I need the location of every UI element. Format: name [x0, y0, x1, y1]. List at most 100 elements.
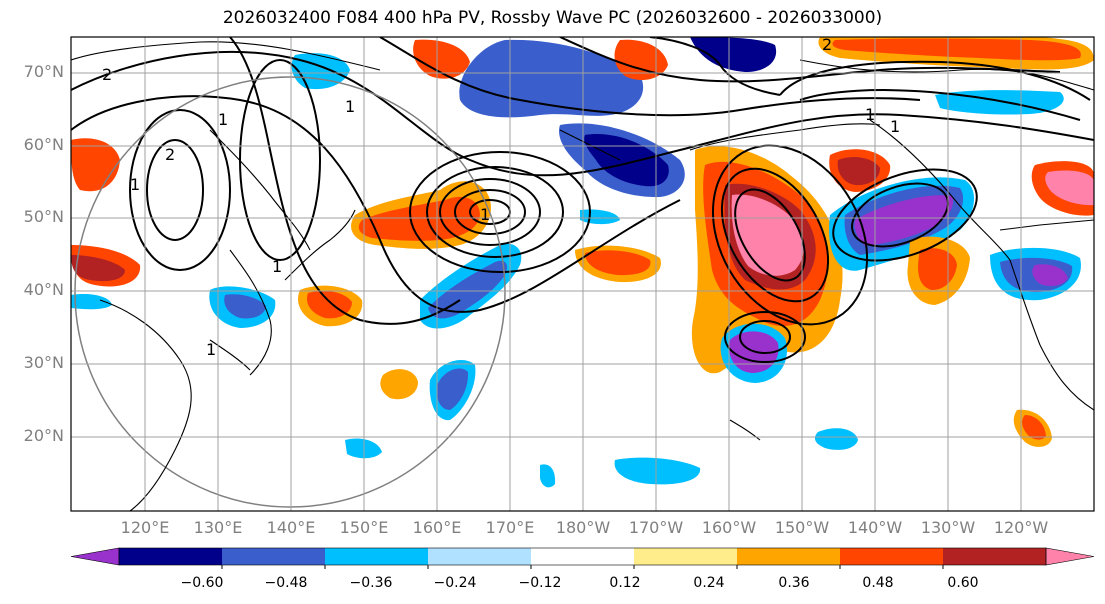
contour-ring — [724, 311, 806, 363]
anomaly-positive-ne-core — [1045, 170, 1094, 206]
contour-line — [559, 37, 1061, 83]
contour-ring — [426, 166, 564, 258]
lon-label-140e: 140°E — [266, 518, 316, 537]
contour-label: 2 — [165, 145, 175, 164]
anomaly-positive-blob-9 — [614, 39, 668, 81]
lon-label-130w: 130°W — [920, 518, 976, 537]
coastline — [71, 41, 381, 71]
coastline — [284, 209, 356, 281]
lat-label-40: 40°N — [23, 280, 64, 299]
colorbar-tick-label: −0.12 — [518, 575, 562, 591]
colorbar-segment — [840, 548, 944, 565]
colorbar — [70, 547, 1095, 569]
lon-label-150w: 150°W — [774, 518, 830, 537]
contour-label: 1 — [130, 175, 140, 194]
anomaly-positive-blob-3 — [380, 369, 418, 400]
contour-label: 1 — [865, 105, 875, 124]
contour-line — [799, 89, 1081, 121]
colorbar-segment — [634, 548, 738, 565]
anomaly-negative-arctic-core2 — [584, 134, 669, 187]
coastline — [689, 123, 881, 151]
lon-label-160w: 160°W — [701, 518, 757, 537]
contour-ring — [739, 320, 791, 354]
lon-label-180w: 180°W — [555, 518, 611, 537]
colorbar-segment — [531, 548, 635, 565]
contour-ring — [129, 109, 231, 271]
anomaly-positive-alaska-core — [837, 156, 880, 186]
contour-label: 1 — [480, 205, 490, 224]
contour-line — [379, 37, 921, 117]
anomaly-negative-blob-10 — [540, 464, 556, 488]
contour-line — [71, 51, 1094, 177]
colorbar-extend-min — [70, 547, 120, 566]
lon-label-170e: 170°E — [485, 518, 535, 537]
anomaly-positive-japan-core — [358, 196, 480, 241]
contour-ring — [409, 151, 591, 273]
contour-label: 1 — [345, 97, 355, 116]
lon-label-130e: 130°E — [193, 518, 243, 537]
anomaly-positive-blob-8 — [413, 39, 470, 79]
coastline — [869, 119, 1011, 261]
lat-label-20: 20°N — [23, 426, 64, 445]
anomaly-positive-top-right-core — [832, 38, 1081, 61]
contour-line — [229, 37, 461, 325]
colorbar-tick-label: 0.48 — [862, 575, 894, 591]
anomaly-negative-blob-5 — [614, 457, 701, 485]
coastline — [229, 249, 272, 376]
colorbar-tick-label: −0.24 — [433, 575, 477, 591]
anomaly-positive-blob-2-core — [585, 250, 651, 276]
anomaly-negative-blob-6 — [814, 428, 858, 450]
colorbar-frame — [118, 547, 1047, 566]
plot-frame — [70, 36, 1095, 512]
pv-contours — [71, 37, 1094, 363]
colorbar-segment — [737, 548, 841, 565]
colorbar-tick-label: −0.48 — [264, 575, 308, 591]
anomaly-negative-blob-11 — [71, 294, 112, 310]
colorbar-segment — [119, 548, 223, 565]
colorbar-extend-max — [1045, 547, 1095, 566]
colorbar-segment — [943, 548, 1047, 565]
coastline — [799, 59, 1094, 91]
colorbar-tick-label: 0.60 — [947, 575, 979, 591]
anomaly-positive-blob-5-core — [1022, 415, 1046, 440]
anomaly-negative-core — [854, 195, 954, 246]
contour-ring — [146, 139, 204, 241]
colorbar-tick-label: 0.24 — [693, 575, 725, 591]
lon-label-140w: 140°W — [847, 518, 903, 537]
contour-ring — [734, 188, 806, 282]
contour-label: 1 — [890, 117, 900, 136]
contour-ring — [454, 189, 526, 235]
gridlines — [71, 37, 1094, 511]
map-title: 2026032400 F084 400 hPa PV, Rossby Wave … — [222, 8, 883, 28]
coastline — [209, 129, 311, 251]
contour-label: 1 — [272, 257, 282, 276]
coastline — [209, 339, 251, 371]
colorbar-tick-label: 0.12 — [609, 575, 641, 591]
anomaly-negative-blob-4-core — [436, 368, 469, 410]
coastline — [559, 129, 621, 161]
lat-label-70: 70°N — [23, 62, 64, 81]
lon-label-160e: 160°E — [412, 518, 462, 537]
contour-line — [649, 37, 781, 96]
coastline — [1009, 259, 1094, 411]
contour-label: 2 — [102, 65, 112, 84]
coastline — [999, 219, 1094, 231]
colorbar-tick-label: −0.60 — [180, 575, 224, 591]
contour-label: 1 — [206, 340, 216, 359]
contour-line — [71, 95, 681, 313]
colorbar-segment — [325, 548, 429, 565]
contour-ring — [720, 167, 830, 303]
lon-label-150e: 150°E — [339, 518, 389, 537]
lat-label-30: 30°N — [23, 353, 64, 372]
colorbar-segment — [428, 548, 532, 565]
coastlines — [71, 41, 1094, 511]
lat-label-60: 60°N — [23, 135, 64, 154]
anomaly-negative-top — [690, 37, 777, 72]
coastline — [99, 299, 192, 511]
colorbar-tick-label: 0.36 — [778, 575, 810, 591]
colorbar-tick-label: −0.36 — [349, 575, 393, 591]
contour-label: 1 — [218, 110, 228, 129]
contour-ring — [851, 182, 949, 248]
anomaly-positive-blob-4-core — [918, 248, 957, 290]
